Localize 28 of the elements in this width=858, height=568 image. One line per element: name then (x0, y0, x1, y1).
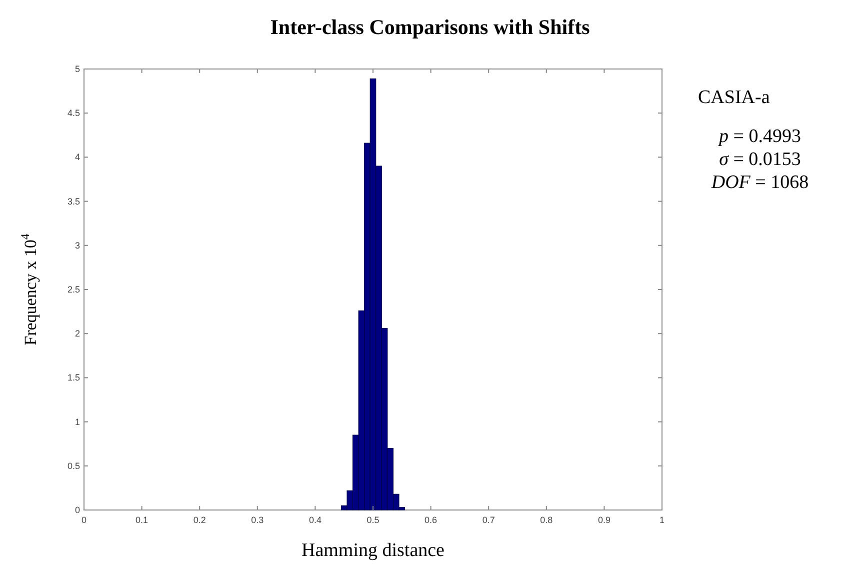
x-tick-label: 0.5 (366, 515, 380, 525)
y-tick-label: 2.5 (67, 284, 80, 294)
x-tick-label: 0.4 (308, 515, 322, 525)
y-tick-label: 3.5 (67, 196, 80, 206)
x-tick-label: 0.8 (540, 515, 553, 525)
y-tick-label: 3 (74, 240, 80, 250)
text: DOF = 1068 (710, 172, 809, 193)
y-tick-label: 4.5 (67, 108, 80, 118)
y-tick-label: 5 (74, 64, 80, 74)
x-tick-label: 0.9 (598, 515, 610, 525)
x-tick-label: 0.7 (482, 515, 495, 525)
chart-title: Inter-class Comparisons with Shifts (270, 15, 590, 39)
y-tick-label: 1.5 (67, 372, 80, 383)
x-tick-label: 0.1 (136, 515, 148, 525)
x-tick-label: 0 (81, 515, 87, 525)
text: CASIA-a (698, 87, 770, 108)
x-tick-label: 0.3 (251, 515, 264, 525)
x-axis-title: Hamming distance (302, 540, 444, 561)
y-tick-label: 2 (74, 328, 80, 339)
text: σ = 0.0153 (719, 149, 801, 170)
y-tick-label: 4 (74, 152, 80, 162)
x-tick-label: 0.2 (193, 515, 206, 525)
y-tick-label: 0.5 (67, 460, 80, 471)
x-tick-label: 0.6 (424, 515, 438, 525)
y-tick-label: 1 (74, 416, 80, 427)
y-tick-label: 0 (74, 505, 80, 515)
text: p = 0.4993 (717, 126, 801, 147)
x-tick-label: 1 (659, 515, 665, 525)
